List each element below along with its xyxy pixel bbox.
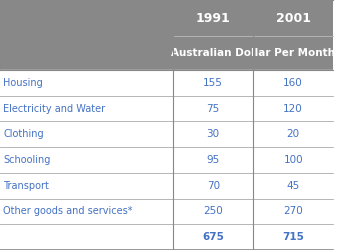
Text: 160: 160 (283, 78, 303, 88)
Bar (0, 0, 333, 70)
Text: 270: 270 (283, 206, 303, 216)
Text: 120: 120 (283, 104, 303, 114)
Bar (0, 173, 333, 199)
Text: 250: 250 (203, 206, 223, 216)
Text: Electricity and Water: Electricity and Water (4, 104, 105, 114)
Text: 715: 715 (282, 232, 304, 242)
Text: Clothing: Clothing (4, 129, 44, 139)
Text: 20: 20 (287, 129, 300, 139)
Text: 2001: 2001 (276, 12, 311, 25)
Text: 75: 75 (206, 104, 220, 114)
Text: Housing: Housing (4, 78, 43, 88)
Text: 155: 155 (203, 78, 223, 88)
Text: 675: 675 (202, 232, 224, 242)
Text: 45: 45 (287, 181, 300, 191)
Bar (0, 198, 333, 224)
Text: 30: 30 (206, 129, 220, 139)
Bar (0, 70, 333, 96)
Bar (0, 122, 333, 147)
Text: 1991: 1991 (196, 12, 231, 25)
Text: Other goods and services*: Other goods and services* (4, 206, 133, 216)
Text: 95: 95 (206, 155, 220, 165)
Text: 70: 70 (206, 181, 220, 191)
Bar (0, 147, 333, 173)
Text: Australian Dollar Per Month: Australian Dollar Per Month (171, 48, 335, 58)
Text: 100: 100 (283, 155, 303, 165)
Bar (0, 96, 333, 122)
Text: Schooling: Schooling (4, 155, 51, 165)
Text: Transport: Transport (4, 181, 49, 191)
Bar (0, 224, 333, 250)
